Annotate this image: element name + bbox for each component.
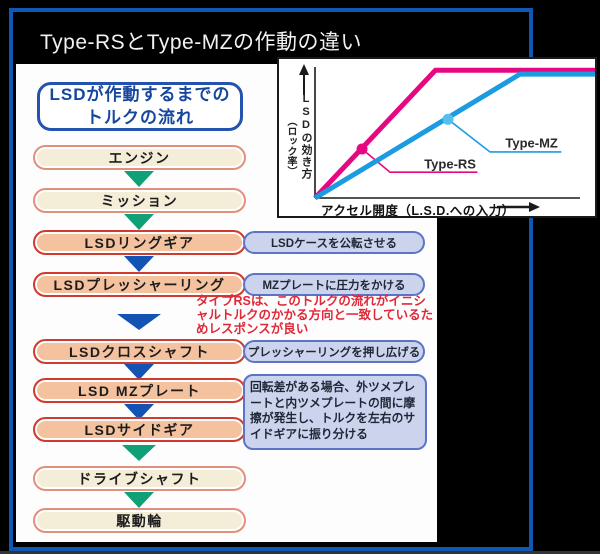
series-layer: Type-RS Type-MZ <box>313 67 595 201</box>
flowchart-heading-line1: LSDが作動するまでの <box>49 85 231 105</box>
arrow-down-icon <box>117 314 161 330</box>
lsd-effect-chart: Type-RS Type-MZ LSDの効き方 （ロック率） アクセル開度（L.S… <box>277 57 597 218</box>
type-rs-annotation: タイプRSは、このトルクの流れがイニシャルトルクのかかる方向と一致しているためレ… <box>196 294 434 336</box>
flow-step-cross-shaft: LSDクロスシャフト <box>33 339 246 364</box>
series-marker-type-mz <box>442 113 454 125</box>
arrow-down-icon <box>124 492 154 508</box>
flow-step-ring-gear: LSDリングギア <box>33 230 246 255</box>
series-line-type-rs <box>313 67 595 200</box>
y-axis-sublabel: （ロック率） <box>285 116 296 176</box>
flow-step-mz-plate: LSD MZプレート <box>33 378 246 403</box>
series-label-type-rs: Type-RS <box>424 156 476 171</box>
flow-step-engine: エンジン <box>33 145 246 170</box>
flowchart-heading: LSDが作動するまでの トルクの流れ <box>37 82 243 131</box>
y-axis-arrowhead-icon <box>299 64 309 75</box>
flow-step-pressure-ring: LSDプレッシャーリング <box>33 272 246 297</box>
arrow-down-icon <box>122 445 156 461</box>
series-label-type-mz: Type-MZ <box>505 136 558 151</box>
arrow-down-icon <box>124 171 154 187</box>
page-edge <box>0 551 600 554</box>
flowchart-heading-line2: トルクの流れ <box>86 107 194 127</box>
chart-canvas: Type-RS Type-MZ <box>299 64 595 212</box>
arrow-down-icon <box>124 256 154 272</box>
flow-step-drive-shaft: ドライブシャフト <box>33 466 246 491</box>
side-note-pressure-ring: MZプレートに圧力をかける <box>243 273 425 296</box>
side-note-ring-gear: LSDケースを公転させる <box>243 231 425 254</box>
y-axis-label: LSDの効き方 <box>300 93 312 180</box>
side-note-mz-friction: 回転差がある場合、外ツメプレートと内ツメプレートの間に摩擦が発生し、トルクを左右… <box>243 374 427 450</box>
callout-line-type-rs <box>361 148 478 173</box>
series-line-type-mz <box>313 71 595 201</box>
flow-step-mission: ミッション <box>33 188 246 213</box>
flow-step-drive-wheel: 駆動輪 <box>33 508 246 533</box>
side-note-cross-shaft: プレッシャーリングを押し広げる <box>243 340 425 363</box>
x-axis-label: アクセル開度（L.S.D.への入力） <box>321 204 515 218</box>
flow-step-side-gear: LSDサイドギア <box>33 417 246 442</box>
page-title: Type-RSとType-MZの作動の違い <box>40 31 363 54</box>
blue-border-frame <box>9 8 533 551</box>
callout-line-type-mz <box>447 118 562 153</box>
arrow-down-icon <box>124 214 154 230</box>
x-axis-arrowhead-icon <box>529 202 540 212</box>
arrow-down-icon <box>124 364 154 380</box>
series-marker-type-rs <box>356 143 368 155</box>
arrow-down-icon <box>124 404 154 420</box>
